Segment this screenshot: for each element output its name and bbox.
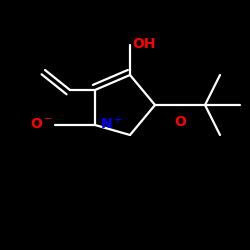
Text: O: O <box>174 115 186 129</box>
Text: O$^-$: O$^-$ <box>30 117 52 131</box>
Text: OH: OH <box>132 37 156 51</box>
Text: N$^+$: N$^+$ <box>100 115 123 132</box>
